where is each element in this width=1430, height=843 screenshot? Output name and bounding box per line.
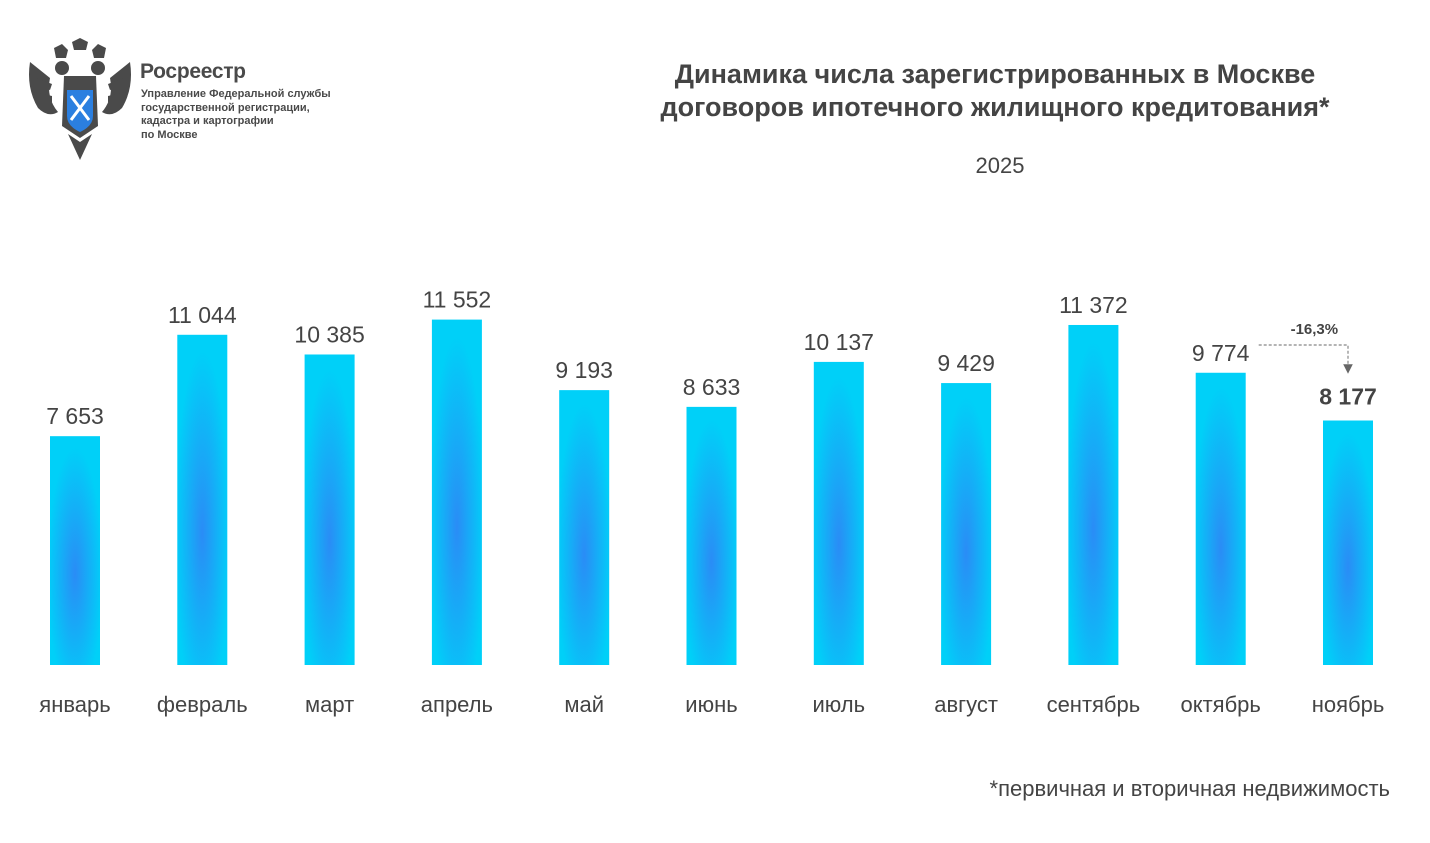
value-label: 7 653: [46, 403, 104, 429]
chart-title-line: Динамика числа зарегистрированных в Моск…: [674, 59, 1316, 89]
chart-subtitle: 2025: [975, 153, 1025, 178]
value-label: 11 372: [1059, 292, 1128, 318]
change-arrow: [1258, 344, 1353, 374]
logo-name: Росреестр: [140, 60, 246, 83]
category-label: август: [934, 692, 998, 717]
category-label: март: [305, 692, 354, 717]
logo-subtitle: Управление Федеральной службы государств…: [141, 88, 331, 142]
change-percent-label: -16,3%: [1291, 321, 1339, 338]
logo-subtitle-line: государственной регистрации,: [141, 101, 310, 114]
category-label: февраль: [157, 692, 248, 717]
category-label: январь: [39, 692, 110, 717]
value-label: 8 177: [1319, 384, 1377, 410]
bar-апрель: [431, 319, 482, 665]
value-label: 9 193: [555, 357, 613, 383]
category-label: сентябрь: [1047, 692, 1141, 717]
value-label: 9 429: [937, 350, 995, 376]
bar-ноябрь: [1323, 420, 1373, 665]
value-label: 11 044: [168, 302, 237, 328]
logo-subtitle-line: по Москве: [141, 128, 198, 141]
bar-октябрь: [1195, 372, 1246, 665]
value-label: 11 552: [423, 287, 492, 313]
bar-июль: [813, 361, 864, 665]
eagle-emblem-icon: [29, 38, 131, 160]
category-label: июль: [812, 692, 865, 717]
bar-май: [559, 390, 610, 665]
logo-subtitle-line: Управление Федеральной службы: [141, 88, 331, 100]
category-label: октябрь: [1180, 692, 1260, 717]
value-label: 8 633: [683, 374, 741, 400]
category-label: июнь: [685, 692, 737, 717]
logo-subtitle-line: кадастра и картографии: [141, 115, 274, 127]
value-label: 10 137: [804, 329, 874, 355]
category-label: апрель: [421, 692, 493, 717]
bar-сентябрь: [1068, 324, 1119, 665]
bar-январь: [50, 436, 100, 665]
bar-август: [941, 383, 992, 665]
bar-февраль: [177, 334, 228, 665]
category-label: май: [564, 692, 604, 717]
chart-title-line: договоров ипотечного жилищного кредитова…: [660, 92, 1330, 122]
category-label: ноябрь: [1312, 692, 1385, 717]
chart-footnote: *первичная и вторичная недвижимость: [989, 776, 1390, 801]
bar-март: [304, 354, 355, 665]
bar-июнь: [686, 406, 737, 665]
value-label: 10 385: [294, 321, 364, 347]
logo: Росреестр Управление Федеральной службы …: [24, 38, 364, 160]
chart-title: Динамика числа зарегистрированных в Моск…: [560, 58, 1430, 124]
value-label: 9 774: [1192, 340, 1250, 366]
